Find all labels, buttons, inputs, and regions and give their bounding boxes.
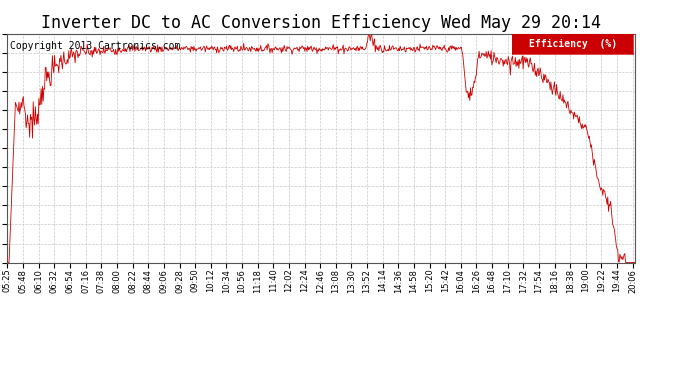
Title: Inverter DC to AC Conversion Efficiency Wed May 29 20:14: Inverter DC to AC Conversion Efficiency … bbox=[41, 14, 601, 32]
Text: Copyright 2013 Cartronics.com: Copyright 2013 Cartronics.com bbox=[10, 40, 180, 51]
